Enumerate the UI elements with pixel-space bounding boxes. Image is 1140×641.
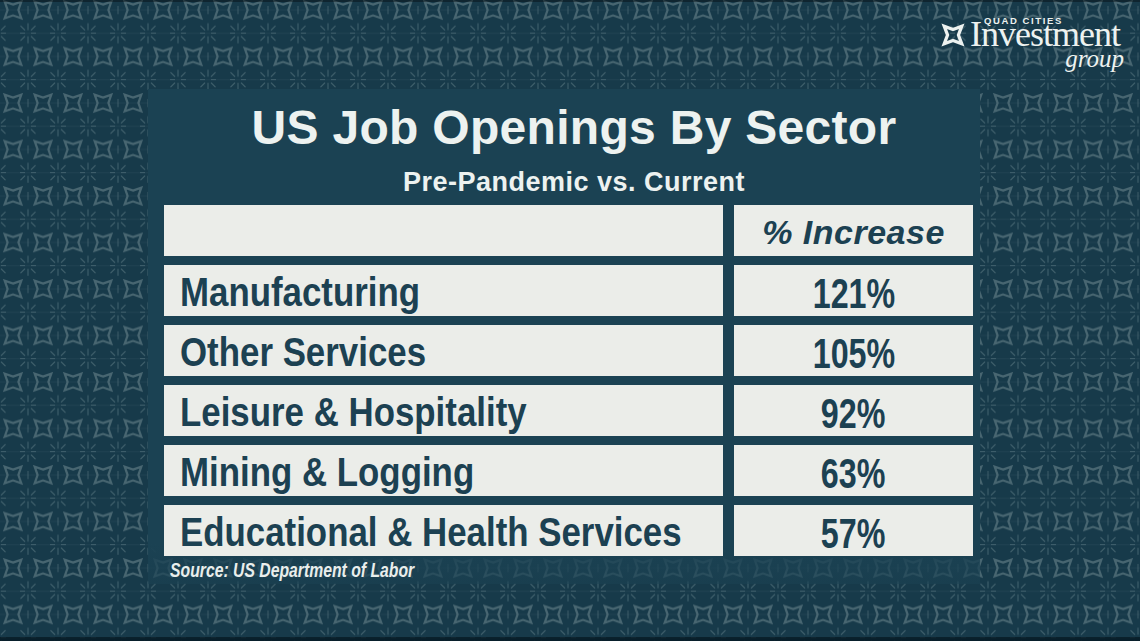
table-row: Other Services105% [164,325,973,376]
sector-cell: Mining & Logging [164,445,723,496]
increase-cell: 63% [734,445,973,496]
table-row: Mining & Logging63% [164,445,973,496]
logo-group: group [930,45,1124,73]
top-edge-shade [0,0,1140,2]
increase-cell: 57% [734,505,973,556]
bottom-edge-shade [0,637,1140,641]
data-table: % Increase Manufacturing121%Other Servic… [164,205,973,565]
chart-subtitle: Pre-Pandemic vs. Current [158,168,990,196]
table-row: Educational & Health Services57% [164,505,973,556]
table-row: Manufacturing121% [164,265,973,316]
table-header-row: % Increase [164,205,973,256]
sector-cell: Leisure & Hospitality [164,385,723,436]
sector-cell: Manufacturing [164,265,723,316]
quad-cities-investment-group-logo: QUAD CITIES Investment group [930,10,1130,80]
sector-cell: Other Services [164,325,723,376]
header-sector-cell [164,205,723,256]
chart-title: US Job Openings By Sector [158,103,990,153]
increase-cell: 105% [734,325,973,376]
source-note: Source: US Department of Labor [170,558,496,582]
compass-star-icon [941,23,965,47]
table-row: Leisure & Hospitality92% [164,385,973,436]
increase-cell: 92% [734,385,973,436]
header-increase-cell: % Increase [734,205,973,256]
chart-panel: US Job Openings By Sector Pre-Pandemic v… [148,89,980,544]
increase-cell: 121% [734,265,973,316]
sector-cell: Educational & Health Services [164,505,723,556]
